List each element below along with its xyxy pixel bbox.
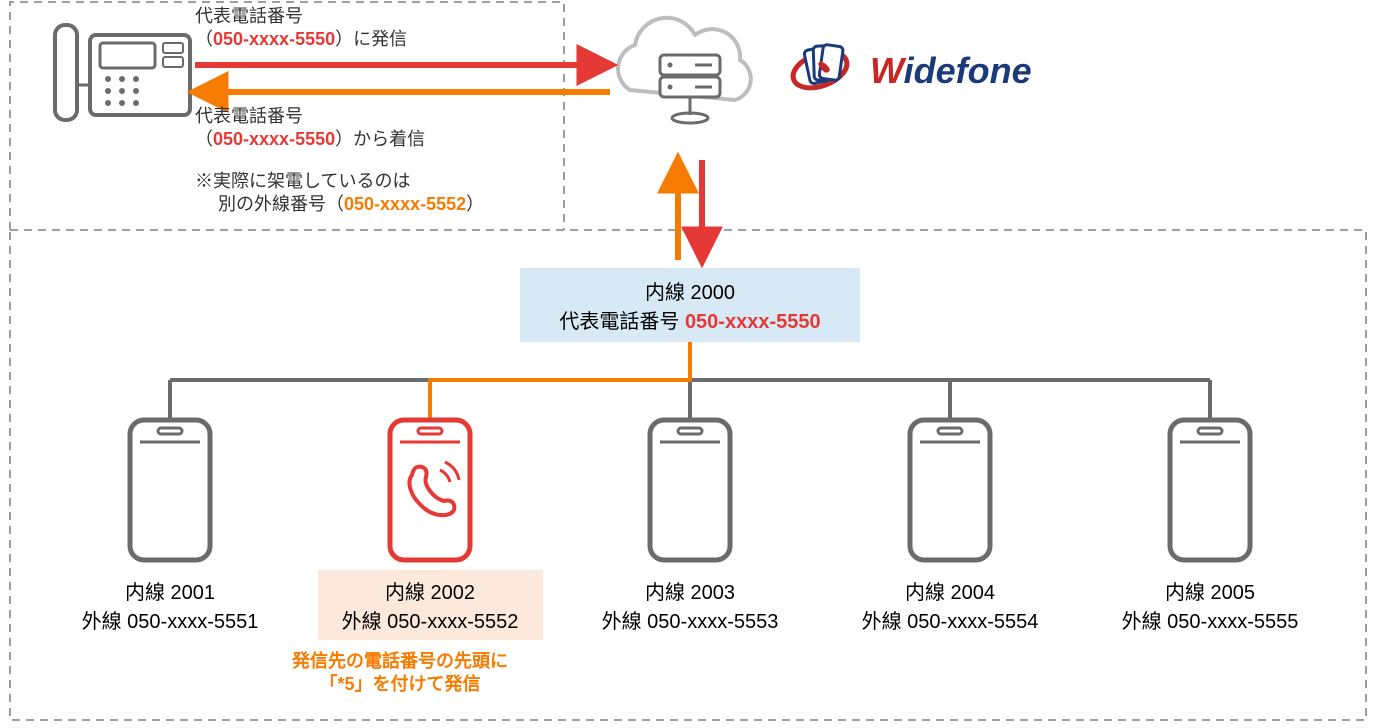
hub-extension-box: 内線 2000 代表電話番号 050-xxxx-5550	[520, 268, 860, 342]
outgoing-label: 代表電話番号 （050-xxxx-5550）に発信	[195, 5, 407, 52]
incoming-label: 代表電話番号 （050-xxxx-5550）から着信	[195, 105, 425, 152]
incoming-note: ※実際に架電しているのは 別の外線番号（050-xxxx-5552）	[195, 170, 484, 217]
brand-logo: Widefone	[870, 50, 1032, 92]
extension-box: 内線 2002外線 050-xxxx-5552	[318, 570, 543, 640]
active-caller-note: 発信先の電話番号の先頭に 「*5」を付けて発信	[275, 650, 525, 697]
extension-box: 内線 2001外線 050-xxxx-5551	[58, 570, 283, 640]
extension-box: 内線 2003外線 050-xxxx-5553	[578, 570, 803, 640]
extension-box: 内線 2004外線 050-xxxx-5554	[838, 570, 1063, 640]
extension-box: 内線 2005外線 050-xxxx-5555	[1098, 570, 1323, 640]
